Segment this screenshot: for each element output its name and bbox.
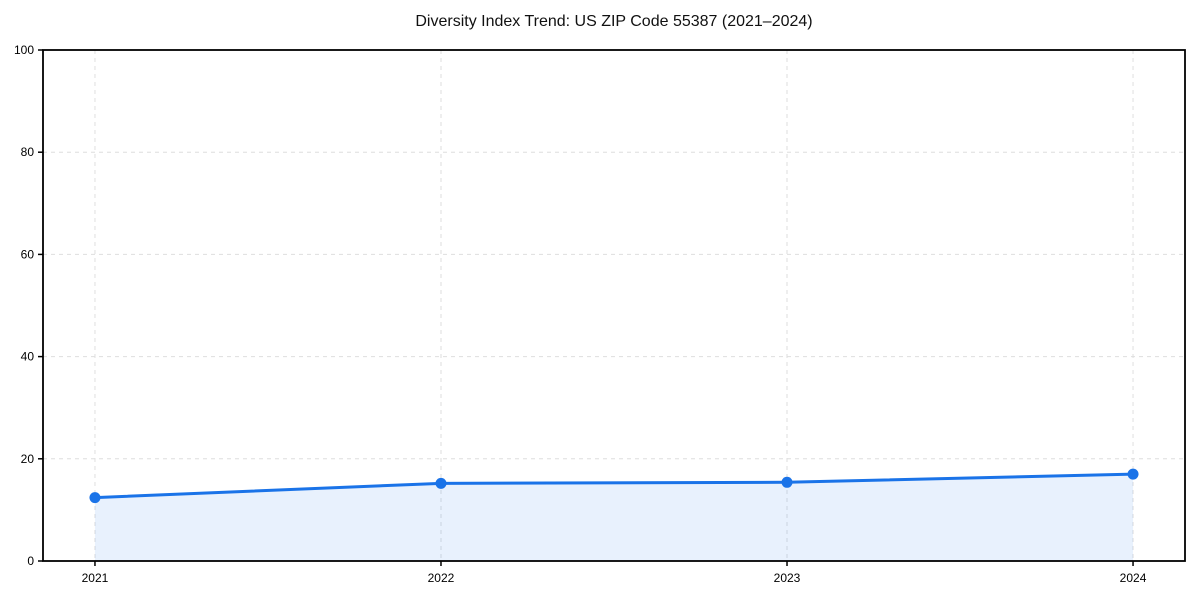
y-tick-label-100: 100 [14,43,34,57]
area-fill [94,474,1134,561]
y-tick-label-60: 60 [21,247,35,261]
y-tick-label-40: 40 [21,350,35,364]
x-tick-label-2022: 2022 [428,571,455,585]
trend-line [93,472,1135,500]
data-point-2024 [1127,468,1139,480]
plot-border [42,49,1186,562]
x-tick-label-2023: 2023 [774,571,801,585]
data-point-2023 [781,476,793,488]
data-point-2021 [89,492,101,504]
y-tick-label-20: 20 [21,452,35,466]
chart-title: Diversity Index Trend: US ZIP Code 55387… [415,13,813,30]
y-tick-label-0: 0 [27,554,34,568]
x-tick-label-2021: 2021 [82,571,109,585]
x-tick-label-2024: 2024 [1120,571,1147,585]
data-point-2022 [435,477,447,489]
y-tick-label-80: 80 [21,145,35,159]
